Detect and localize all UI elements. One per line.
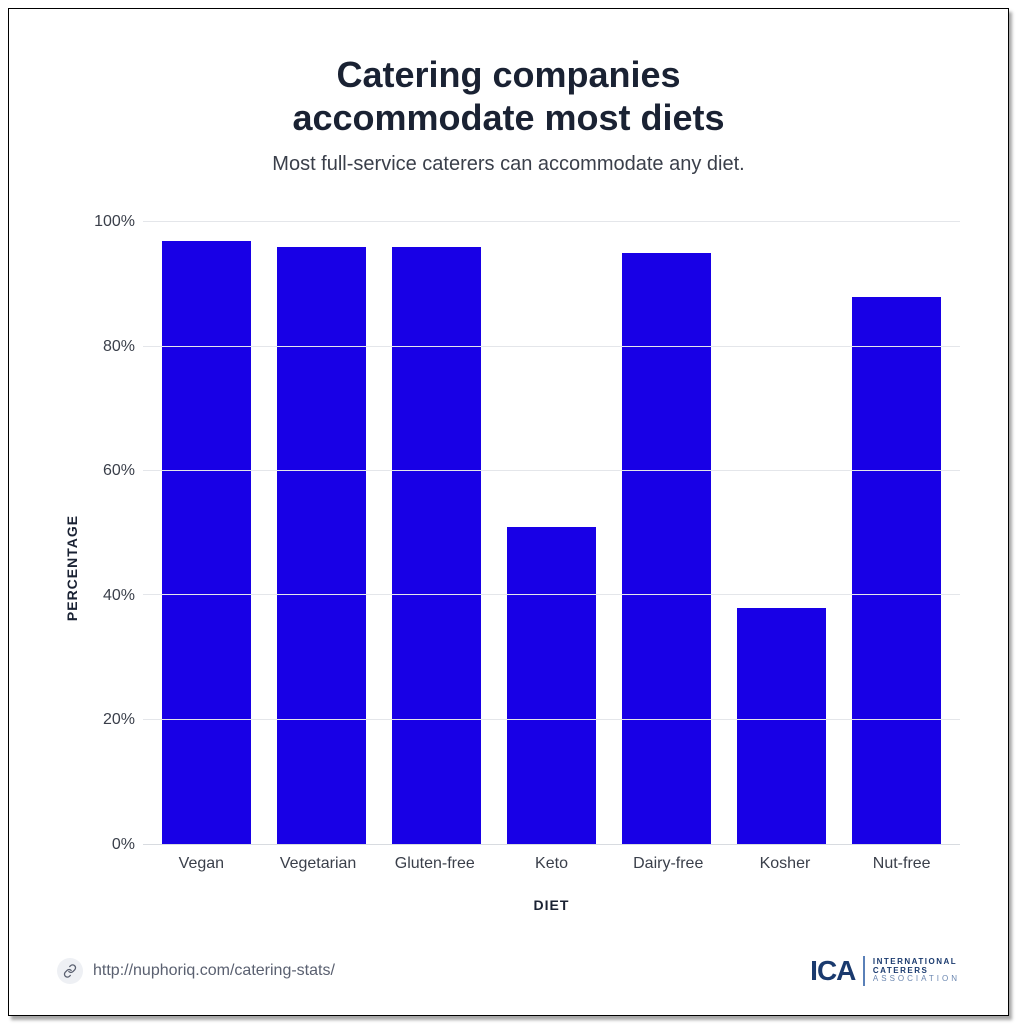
grid-line: [143, 346, 960, 347]
bar-slot: [609, 222, 724, 844]
source-url-text: http://nuphoriq.com/catering-stats/: [93, 962, 335, 980]
grid-line: [143, 221, 960, 222]
y-axis-label-container: PERCENTAGE: [57, 222, 87, 913]
bar: [162, 241, 252, 844]
y-tick-label: 20%: [103, 711, 135, 729]
link-icon: [57, 958, 83, 984]
chart-title: Catering companies accommodate most diet…: [57, 53, 960, 139]
bars-row: [143, 222, 960, 844]
grid-line: [143, 594, 960, 595]
bar-slot: [494, 222, 609, 844]
grid-line: [143, 719, 960, 720]
bar: [852, 297, 942, 844]
y-tick-label: 60%: [103, 462, 135, 480]
x-tick-label: Nut-free: [843, 855, 960, 873]
bar: [392, 247, 482, 844]
chart-subtitle: Most full-service caterers can accommoda…: [57, 153, 960, 176]
logo-subtext: INTERNATIONAL CATERERS ASSOCIATION: [873, 958, 960, 983]
x-tick-label: Keto: [493, 855, 610, 873]
ica-logo: ICA INTERNATIONAL CATERERS ASSOCIATION: [810, 955, 960, 987]
title-line-1: Catering companies: [336, 54, 680, 95]
x-tick-label: Kosher: [727, 855, 844, 873]
bar-slot: [724, 222, 839, 844]
y-tick-label: 40%: [103, 587, 135, 605]
title-line-2: accommodate most diets: [292, 97, 724, 138]
bar-slot: [379, 222, 494, 844]
plot-area: 0%20%40%60%80%100%: [87, 222, 960, 845]
bar: [507, 527, 597, 844]
logo-short: ICA: [810, 955, 855, 987]
source-link[interactable]: http://nuphoriq.com/catering-stats/: [57, 958, 335, 984]
chart-area: PERCENTAGE 0%20%40%60%80%100% VeganVeget…: [57, 222, 960, 913]
y-tick-label: 80%: [103, 338, 135, 356]
y-tick-label: 0%: [112, 836, 135, 854]
x-tick-label: Dairy-free: [610, 855, 727, 873]
bar: [737, 608, 827, 844]
footer: http://nuphoriq.com/catering-stats/ ICA …: [57, 955, 960, 987]
y-axis-label: PERCENTAGE: [64, 515, 80, 621]
bar-slot: [264, 222, 379, 844]
x-axis-label: DIET: [87, 897, 960, 913]
plot-column: 0%20%40%60%80%100% VeganVegetarianGluten…: [87, 222, 960, 913]
bar: [277, 247, 367, 844]
grid-line: [143, 470, 960, 471]
bar: [622, 253, 712, 844]
bar-slot: [149, 222, 264, 844]
x-tick-label: Gluten-free: [376, 855, 493, 873]
y-tick-column: 0%20%40%60%80%100%: [87, 222, 143, 845]
x-tick-label: Vegetarian: [260, 855, 377, 873]
y-tick-label: 100%: [94, 213, 135, 231]
bars-box: [143, 222, 960, 845]
logo-divider: [863, 956, 865, 986]
x-tick-label: Vegan: [143, 855, 260, 873]
x-tick-row: VeganVegetarianGluten-freeKetoDairy-free…: [87, 855, 960, 873]
chart-card: Catering companies accommodate most diet…: [8, 8, 1009, 1016]
logo-line-3: ASSOCIATION: [873, 975, 960, 983]
bar-slot: [839, 222, 954, 844]
